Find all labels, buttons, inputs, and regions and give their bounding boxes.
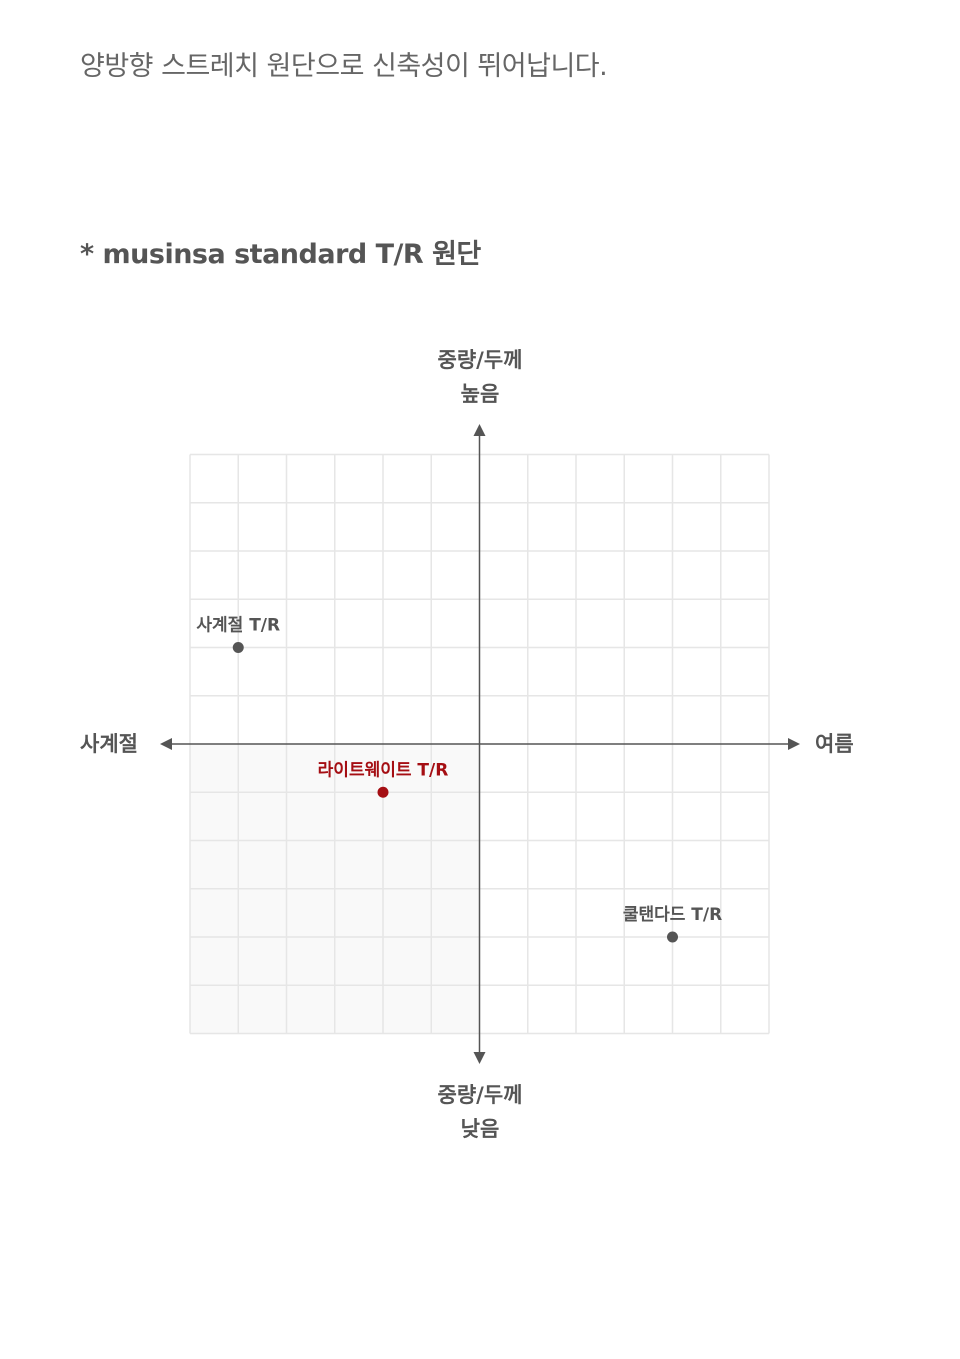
axis-label-left: 사계절 bbox=[80, 732, 138, 756]
axis-label-bottom-line1: 중량/두께 bbox=[437, 1083, 523, 1107]
axis-label-bottom-line2: 낮음 bbox=[460, 1117, 500, 1141]
product-description: 양방향 스트레치 원단으로 신축성이 뛰어납니다. bbox=[80, 51, 608, 82]
arrow-down-icon bbox=[473, 1052, 486, 1064]
data-point-label: 쿨탠다드 T/R bbox=[623, 905, 722, 925]
data-point bbox=[232, 642, 244, 653]
data-point-label: 사계절 T/R bbox=[196, 615, 280, 636]
axis-label-top: 중량/두께 높음 bbox=[400, 343, 560, 411]
data-point-label: 라이트웨이트 T/R bbox=[318, 760, 449, 780]
axis-label-top-line1: 중량/두께 bbox=[437, 348, 523, 372]
data-point bbox=[667, 931, 678, 943]
arrow-up-icon bbox=[473, 424, 486, 436]
fabric-note: * musinsa standard T/R 원단 bbox=[80, 239, 481, 270]
axis-label-bottom: 중량/두께 낮음 bbox=[400, 1078, 560, 1146]
axis-label-top-line2: 높음 bbox=[460, 382, 500, 406]
axis-label-right: 여름 bbox=[815, 732, 854, 756]
arrow-left-icon bbox=[160, 738, 172, 750]
data-point bbox=[377, 786, 389, 798]
arrow-right-icon bbox=[788, 738, 800, 750]
